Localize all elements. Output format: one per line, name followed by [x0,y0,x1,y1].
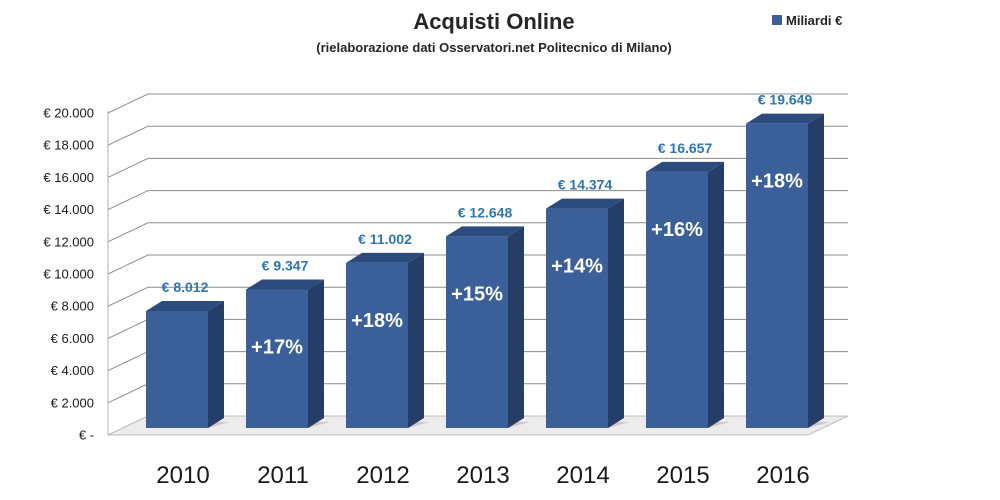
gridline [107,190,848,211]
bar: € 9.347 +17% [246,258,330,428]
bar-side [608,198,624,428]
y-tick-label: € 4.000 [51,363,94,378]
x-tick-label: 2012 [356,462,409,489]
legend-swatch [772,15,782,25]
bar-top [246,279,324,290]
bar-value-label: € 11.002 [358,231,412,247]
bar-top [446,226,524,237]
y-axis-ticks: € - € 2.000 € 4.000 € 6.000 € 8.000 € 10.000 €… [43,106,94,443]
bar-value-label: € 14.374 [558,177,613,193]
bar-front [746,123,808,429]
bar: € 16.657 +16% [646,140,730,428]
y-tick-label: € - [79,428,94,443]
x-tick-label: 2010 [156,462,209,489]
bar-side [408,252,424,428]
bar: € 8.012 [146,279,230,428]
bar: € 19.649 +18% [746,92,830,429]
bar: € 12.648 +15% [446,204,530,428]
y-tick-label: € 2.000 [51,395,94,410]
bar-side [508,226,524,428]
bar-value-label: € 8.012 [162,279,209,295]
bars-group: € 8.012 € 9.347 +17% € 11.002 +18% € 12.648 +1… [146,92,830,429]
bar-side [808,113,824,429]
bar-front [146,311,208,428]
bar-value-label: € 12.648 [458,204,513,220]
bar-top [746,113,824,124]
x-tick-label: 2016 [756,462,809,489]
bar-growth-label: +18% [751,171,803,193]
gridlines [107,93,848,436]
bar-top [646,161,724,172]
bar-value-label: € 16.657 [658,140,713,156]
bar-value-label: € 19.649 [758,92,813,108]
y-tick-label: € 10.000 [43,267,94,282]
bar: € 14.374 +14% [546,177,630,428]
y-tick-label: € 6.000 [51,331,94,346]
bar-growth-label: +15% [451,283,503,305]
x-tick-label: 2015 [656,462,709,489]
x-tick-label: 2011 [257,462,309,489]
bar-growth-label: +16% [651,219,703,241]
bar-front [246,289,308,428]
bar-front [646,171,708,428]
bar-growth-label: +14% [551,256,603,278]
bar-growth-label: +17% [251,337,303,359]
y-tick-label: € 8.000 [51,299,94,314]
gridline [107,125,848,146]
bar-top [546,198,624,209]
legend-label: Miliardi € [786,13,842,28]
y-tick-label: € 12.000 [43,234,94,249]
bar-side [708,161,724,428]
y-tick-label: € 16.000 [43,170,94,185]
x-tick-label: 2014 [556,462,609,489]
gridline [107,93,848,114]
bar-side [308,279,324,428]
bar-front [446,236,508,428]
bar-value-label: € 9.347 [262,258,309,274]
bar-top [346,252,424,263]
x-axis-ticks: 2010 2011 2012 2013 2014 2015 2016 [156,462,809,489]
bar-front [546,208,608,428]
y-tick-label: € 20.000 [43,106,94,121]
bar-growth-label: +18% [351,310,403,332]
chart-subtitle: (rielaborazione dati Osservatori.net Pol… [316,40,671,55]
gridline [107,157,848,178]
bar-side [208,301,224,428]
y-tick-label: € 18.000 [43,138,94,153]
chart-title: Acquisti Online [413,9,574,34]
x-tick-label: 2013 [456,462,509,489]
bar-top [146,301,224,312]
bar: € 11.002 +18% [346,231,430,428]
y-tick-label: € 14.000 [43,202,94,217]
bar-front [346,262,408,428]
